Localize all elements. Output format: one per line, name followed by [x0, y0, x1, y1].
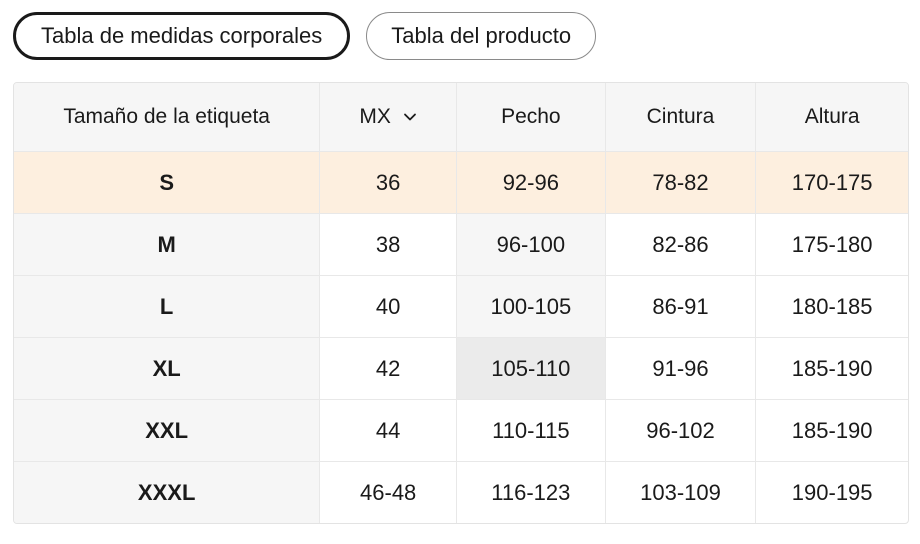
- cell-mx: 36: [319, 152, 456, 213]
- cell-waist: 103-109: [604, 462, 756, 523]
- cell-height: 175-180: [755, 214, 908, 275]
- header-height: Altura: [755, 83, 908, 151]
- chart-tabs: Tabla de medidas corporales Tabla del pr…: [13, 12, 597, 60]
- cell-size: L: [14, 276, 320, 337]
- cell-size: XXXL: [14, 462, 320, 523]
- tab-body-measurements[interactable]: Tabla de medidas corporales: [13, 12, 351, 60]
- table-row-l: L 40 100-105 86-91 180-185: [14, 275, 908, 337]
- cell-chest: 116-123: [456, 462, 605, 523]
- cell-chest: 92-96: [456, 152, 605, 213]
- cell-chest: 96-100: [456, 214, 605, 275]
- region-size-select[interactable]: MX: [319, 83, 456, 151]
- cell-chest: 105-110: [456, 338, 605, 399]
- cell-mx: 44: [319, 400, 456, 461]
- cell-waist: 91-96: [604, 338, 756, 399]
- table-row-xxl: XXL 44 110-115 96-102 185-190: [14, 399, 908, 461]
- cell-mx: 42: [319, 338, 456, 399]
- cell-size: XL: [14, 338, 320, 399]
- table-row-xl: XL 42 105-110 91-96 185-190: [14, 337, 908, 399]
- cell-height: 170-175: [755, 152, 908, 213]
- cell-chest: 110-115: [456, 400, 605, 461]
- cell-height: 185-190: [755, 338, 908, 399]
- cell-size: S: [14, 152, 320, 213]
- table-row-xxxl: XXXL 46-48 116-123 103-109 190-195: [14, 461, 908, 523]
- cell-height: 180-185: [755, 276, 908, 337]
- cell-waist: 86-91: [604, 276, 756, 337]
- size-chart-table: Tamaño de la etiqueta MX Pecho Cintura A…: [13, 82, 909, 524]
- cell-mx: 46-48: [319, 462, 456, 523]
- cell-mx: 38: [319, 214, 456, 275]
- region-select-label: MX: [359, 105, 391, 128]
- cell-waist: 78-82: [604, 152, 756, 213]
- cell-size: M: [14, 214, 320, 275]
- cell-size: XXL: [14, 400, 320, 461]
- header-size-label: Tamaño de la etiqueta: [63, 105, 270, 128]
- cell-waist: 96-102: [604, 400, 756, 461]
- header-waist: Cintura: [604, 83, 756, 151]
- header-chest: Pecho: [456, 83, 605, 151]
- cell-mx: 40: [319, 276, 456, 337]
- cell-height: 185-190: [755, 400, 908, 461]
- tab-product-measurements[interactable]: Tabla del producto: [366, 12, 597, 60]
- chevron-down-icon: [404, 113, 416, 121]
- table-row-m: M 38 96-100 82-86 175-180: [14, 213, 908, 275]
- table-header-row: Tamaño de la etiqueta MX Pecho Cintura A…: [14, 83, 908, 151]
- cell-waist: 82-86: [604, 214, 756, 275]
- cell-chest: 100-105: [456, 276, 605, 337]
- table-row-s: S 36 92-96 78-82 170-175: [14, 151, 908, 213]
- cell-height: 190-195: [755, 462, 908, 523]
